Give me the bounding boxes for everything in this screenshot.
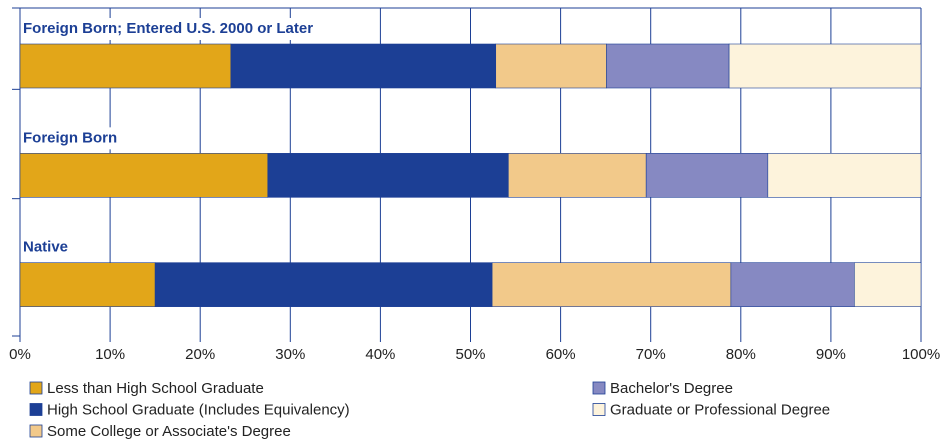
category-label: Foreign Born [23, 129, 117, 146]
category-label: Foreign Born; Entered U.S. 2000 or Later [23, 20, 313, 37]
legend-swatch [29, 381, 43, 395]
legend-label: Bachelor's Degree [610, 380, 733, 397]
x-tick-label: 70% [636, 346, 666, 363]
x-tick-label: 100% [902, 346, 940, 363]
x-tick-label: 90% [816, 346, 846, 363]
x-tick-label: 60% [546, 346, 576, 363]
bar-segment [19, 43, 232, 89]
bar-segment [728, 43, 922, 89]
bar-segment [854, 262, 922, 307]
legend-label: Graduate or Professional Degree [610, 401, 830, 418]
bar-segment [230, 43, 497, 89]
bars [19, 43, 922, 307]
bar-segment [730, 262, 855, 307]
category-labels: Foreign Born; Entered U.S. 2000 or Later… [21, 18, 320, 259]
legend-swatch [29, 424, 43, 438]
label-background [21, 127, 124, 150]
x-tick-label: 20% [185, 346, 215, 363]
legend-label: Less than High School Graduate [47, 380, 264, 397]
x-tick-label: 40% [365, 346, 395, 363]
x-tick-label: 10% [95, 346, 125, 363]
label-background [21, 18, 320, 40]
legend-swatch [29, 403, 43, 416]
bar-segment [19, 153, 269, 198]
bar-segment [645, 153, 769, 198]
bar-segment [19, 262, 156, 307]
category-label: Native [23, 239, 68, 256]
bar-segment [154, 262, 493, 307]
x-tick-label: 0% [9, 346, 31, 363]
x-tick-label: 80% [726, 346, 756, 363]
x-tick-label: 50% [455, 346, 485, 363]
x-tick-label: 30% [275, 346, 305, 363]
bar-segment [508, 153, 647, 198]
legend-label: Some College or Associate's Degree [47, 423, 291, 440]
bar-segment [767, 153, 922, 198]
label-background [21, 236, 75, 259]
bar-segment [495, 43, 607, 89]
legend-swatch [592, 381, 606, 395]
legend-swatch [592, 403, 606, 416]
legend-label: High School Graduate (Includes Equivalen… [47, 401, 350, 418]
bar-segment [267, 153, 509, 198]
bar-segment [606, 43, 730, 89]
bar-segment [491, 262, 732, 307]
